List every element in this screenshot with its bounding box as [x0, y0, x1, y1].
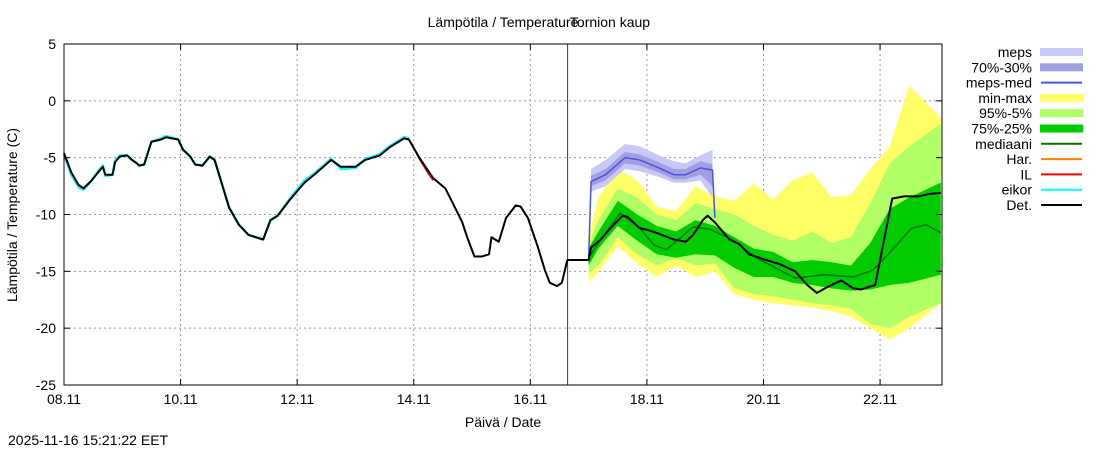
y-tick-label: -20: [36, 320, 56, 336]
legend-swatch: [1040, 109, 1083, 118]
plot-frame: [63, 43, 943, 386]
x-tick-label: 12.11: [280, 391, 314, 407]
x-tick-label: 22.11: [863, 391, 897, 407]
y-tick-label: -5: [44, 150, 57, 166]
legend-label: 95%-5%: [979, 105, 1032, 121]
y-tick-label: -25: [36, 377, 56, 393]
legend-swatch: [1040, 48, 1083, 56]
legend-label: Har.: [1006, 151, 1032, 167]
x-tick-label: 16.11: [513, 391, 547, 407]
chart-title: Lämpötila / Temperature: [428, 14, 579, 30]
y-tick-label: 5: [48, 36, 56, 52]
y-tick-label: -10: [36, 207, 56, 223]
p75-25-band: [588, 182, 941, 291]
legend-swatch: [1040, 63, 1083, 72]
legend-swatch: [1040, 93, 1083, 102]
legend: meps70%-30%meps-medmin-max95%-5%75%-25%m…: [966, 44, 1083, 213]
x-tick-label: 14.11: [397, 391, 431, 407]
legend-label: eikor: [1002, 182, 1033, 198]
series-mepsmed-line: [587, 156, 716, 260]
legend-label: 75%-25%: [971, 121, 1032, 137]
legend-swatch: [1040, 124, 1083, 133]
x-tick-label: 18.11: [630, 391, 664, 407]
plot-area: [62, 44, 942, 385]
series-eikor-line: [62, 134, 410, 241]
x-axis-label: Päivä / Date: [465, 414, 541, 430]
y-axis-label: Lämpötila / Temperature (C): [4, 128, 20, 302]
timestamp: 2025-11-16 15:21:22 EET: [8, 432, 169, 448]
series-det-line: [63, 136, 941, 294]
x-tick-label: 20.11: [746, 391, 780, 407]
legend-label: meps-med: [966, 75, 1032, 91]
legend-label: meps: [998, 44, 1032, 60]
legend-label: mediaani: [975, 136, 1032, 152]
legend-label: Det.: [1006, 197, 1032, 213]
x-tick-label: 10.11: [164, 391, 198, 407]
x-tick-label: 08.11: [47, 391, 81, 407]
y-tick-label: 0: [48, 93, 56, 109]
y-tick-label: -15: [36, 263, 56, 279]
legend-label: IL: [1020, 166, 1032, 182]
legend-label: 70%-30%: [971, 59, 1032, 75]
station-name: Tornion kaup: [570, 14, 650, 30]
legend-label: min-max: [978, 90, 1032, 106]
